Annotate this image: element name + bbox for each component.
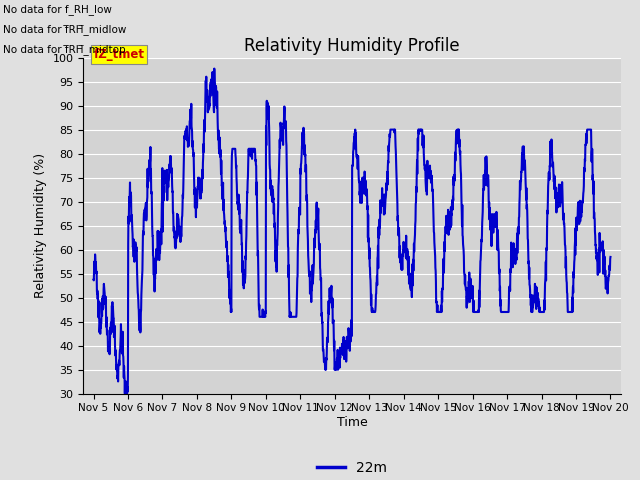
Text: fZ_tmet: fZ_tmet [93,48,145,60]
Text: No data for f_RH_low: No data for f_RH_low [3,4,112,15]
Y-axis label: Relativity Humidity (%): Relativity Humidity (%) [34,153,47,298]
Legend: 22m: 22m [312,456,392,480]
X-axis label: Time: Time [337,416,367,429]
Text: No data for f̅RH̅_midlow: No data for f̅RH̅_midlow [3,24,127,35]
Text: No data for f̅RH̅_midtop: No data for f̅RH̅_midtop [3,44,126,55]
Title: Relativity Humidity Profile: Relativity Humidity Profile [244,36,460,55]
